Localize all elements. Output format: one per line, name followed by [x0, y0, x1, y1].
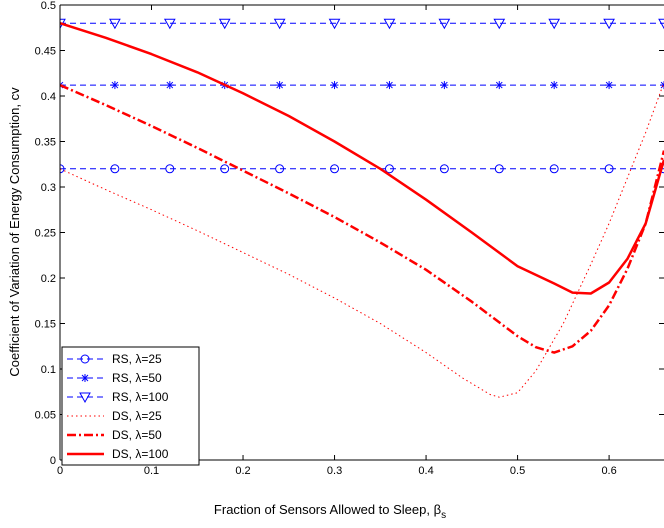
legend-entry-0: RS, λ=25: [67, 352, 162, 366]
series-0-marker-10: [604, 164, 614, 174]
legend-entry-2: RS, λ=100: [67, 390, 169, 404]
series-0-marker-6: [384, 164, 394, 174]
series-1-marker-0-d2: [60, 81, 64, 86]
series-0-marker-5: [330, 164, 340, 174]
x-axis-label-subscript: s: [441, 510, 446, 521]
series-1-marker-7: [440, 81, 449, 90]
series-0-marker-3: [220, 164, 230, 174]
ticks-layer: 0 0.1 0.2 0.3 0.4 0.5 0.6 0 0.05 0.1 0.15 0.2 0.25 0.…: [35, 0, 664, 477]
x-tick-label-0: 0: [57, 465, 63, 477]
series-4: [60, 83, 664, 354]
x-tick-label-3: 0.3: [327, 465, 342, 477]
series-1-marker-6-d2: [386, 81, 393, 89]
series-1-marker-1-d2: [111, 81, 119, 89]
legend-entry-3: DS, λ=25: [67, 409, 162, 423]
legend-label-3: DS, λ=25: [112, 409, 162, 423]
series-1-marker-11-d1: [660, 81, 664, 86]
y-tick-label-0: 0: [50, 455, 56, 467]
series-1-marker-11: [660, 81, 664, 90]
series-0-marker-9: [549, 164, 559, 174]
legend-marker-2: [79, 392, 91, 404]
series-1-marker-9-d2: [550, 81, 558, 89]
series-1-marker-5: [330, 81, 339, 90]
series-2-marker-7: [438, 18, 451, 30]
y-tick-label-1: 0.05: [35, 410, 56, 422]
series-1-marker-10: [605, 81, 614, 90]
y-tick-label-6: 0.3: [41, 182, 56, 194]
series-2-marker-1: [109, 18, 121, 30]
legend-entry-4: DS, λ=50: [67, 428, 162, 442]
series-0-marker-8: [494, 164, 504, 174]
legend-marker-1-d2: [81, 374, 89, 382]
legend-label-5: DS, λ=100: [112, 447, 169, 461]
series-line-5: [60, 22, 664, 295]
series-1-marker-2-d2: [166, 81, 174, 89]
legend-label-2: RS, λ=100: [112, 390, 169, 404]
legend-marker-0: [80, 354, 90, 364]
y-axis-label: Coefficient of Variation of Energy Consu…: [7, 87, 22, 377]
series-2-marker-9: [548, 18, 561, 30]
y-tick-label-5: 0.25: [35, 228, 56, 240]
legend-label-0: RS, λ=25: [112, 352, 162, 366]
series-1-marker-2: [165, 81, 174, 90]
series-1: [60, 81, 664, 90]
series-2-marker-2: [163, 18, 176, 30]
series-5: [60, 22, 664, 295]
legend-entry-1: RS, λ=50: [67, 371, 162, 385]
legend-marker-1: [81, 374, 89, 382]
legend: RS, λ=25 RS, λ=50 RS, λ=100 DS, λ=25 DS, λ=5…: [61, 346, 200, 466]
y-tick-label-7: 0.35: [35, 137, 56, 149]
series-1-marker-11-d2: [660, 84, 664, 89]
series-0-marker-7: [439, 164, 449, 174]
series-0-marker-1: [110, 164, 120, 174]
y-tick-label-4: 0.2: [41, 273, 56, 285]
series-1-marker-10-d2: [605, 81, 613, 89]
series-0-marker-4: [275, 164, 285, 174]
x-tick-label-6: 0.6: [601, 465, 616, 477]
series-2-marker-6: [383, 18, 396, 30]
y-tick-label-3: 0.15: [35, 319, 56, 331]
legend-label-1: RS, λ=50: [112, 371, 162, 385]
series-0-marker-0: [60, 164, 65, 174]
y-tick-label-8: 0.4: [41, 91, 56, 103]
x-tick-label-5: 0.5: [510, 465, 525, 477]
legend-box: [61, 346, 200, 466]
y-tick-label-9: 0.45: [35, 46, 56, 58]
series-2-marker-8: [493, 18, 506, 30]
y-tick-label-10: 0.5: [41, 0, 56, 12]
series-2-marker-4: [273, 18, 286, 30]
y-tick-label-2: 0.1: [41, 364, 56, 376]
series-1-marker-8: [495, 81, 504, 90]
x-tick-label-2: 0.2: [235, 465, 250, 477]
series-1-marker-7-d2: [441, 81, 448, 89]
series-1-marker-5-d2: [331, 81, 338, 89]
legend-label-4: DS, λ=50: [112, 428, 162, 442]
x-tick-label-4: 0.4: [418, 465, 433, 477]
series-1-marker-8-d2: [495, 81, 503, 89]
series-1-marker-4: [275, 81, 284, 90]
series-2-marker-10: [603, 18, 615, 30]
series-1-marker-1: [110, 81, 119, 90]
series-2-marker-3: [218, 18, 231, 30]
series-line-4: [60, 83, 664, 354]
series-1-marker-9: [550, 81, 559, 90]
x-tick-label-1: 0.1: [144, 465, 159, 477]
series-0: [60, 164, 664, 174]
x-axis-label: Fraction of Sensors Allowed to Sleep, βs: [214, 502, 446, 521]
series-2: [60, 18, 664, 30]
series-layer: [60, 18, 664, 398]
series-2-marker-5: [328, 18, 341, 30]
x-axis-label-text: Fraction of Sensors Allowed to Sleep, β: [214, 502, 441, 517]
legend-entry-5: DS, λ=100: [67, 447, 169, 461]
series-2-marker-11: [658, 18, 664, 30]
series-1-marker-4-d2: [276, 81, 283, 89]
series-1-marker-6: [385, 81, 394, 90]
series-0-marker-2: [165, 164, 175, 174]
